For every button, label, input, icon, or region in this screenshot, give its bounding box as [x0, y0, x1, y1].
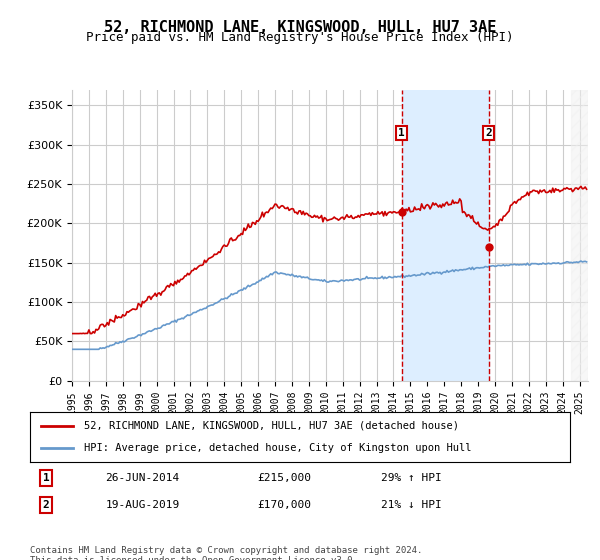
Text: £170,000: £170,000 — [257, 500, 311, 510]
Bar — [571, 90, 588, 381]
Text: 52, RICHMOND LANE, KINGSWOOD, HULL, HU7 3AE (detached house): 52, RICHMOND LANE, KINGSWOOD, HULL, HU7 … — [84, 421, 459, 431]
Text: 1: 1 — [43, 473, 50, 483]
Text: 1: 1 — [398, 128, 405, 138]
Text: 2: 2 — [485, 128, 492, 138]
Text: 52, RICHMOND LANE, KINGSWOOD, HULL, HU7 3AE: 52, RICHMOND LANE, KINGSWOOD, HULL, HU7 … — [104, 20, 496, 35]
Text: HPI: Average price, detached house, City of Kingston upon Hull: HPI: Average price, detached house, City… — [84, 443, 472, 453]
Text: 2: 2 — [43, 500, 50, 510]
Text: 19-AUG-2019: 19-AUG-2019 — [106, 500, 180, 510]
Text: Contains HM Land Registry data © Crown copyright and database right 2024.
This d: Contains HM Land Registry data © Crown c… — [30, 546, 422, 560]
Text: 29% ↑ HPI: 29% ↑ HPI — [381, 473, 442, 483]
Text: 21% ↓ HPI: 21% ↓ HPI — [381, 500, 442, 510]
Text: £215,000: £215,000 — [257, 473, 311, 483]
Text: 26-JUN-2014: 26-JUN-2014 — [106, 473, 180, 483]
Text: Price paid vs. HM Land Registry's House Price Index (HPI): Price paid vs. HM Land Registry's House … — [86, 31, 514, 44]
Bar — [402, 90, 488, 381]
